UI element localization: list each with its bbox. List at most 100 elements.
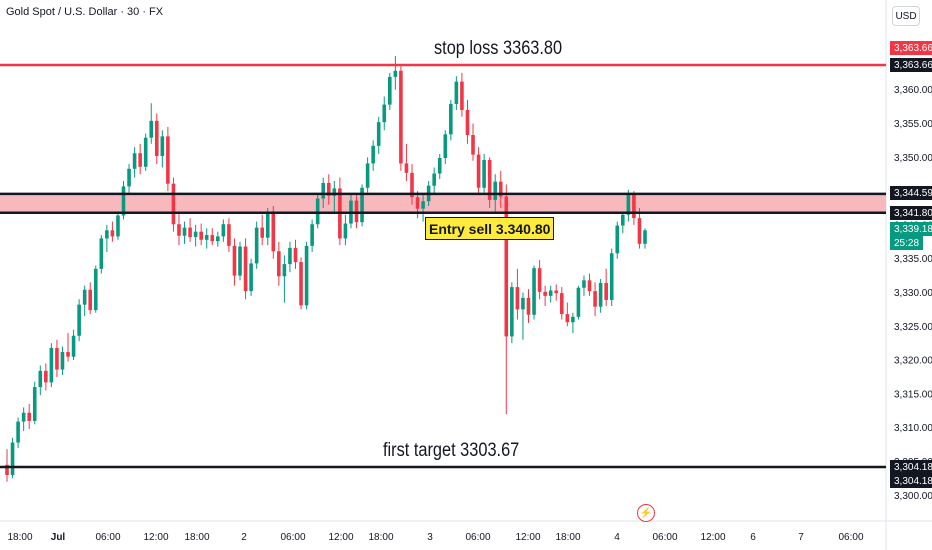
candle-body [537, 268, 542, 292]
x-tick-label: 12:00 [515, 532, 540, 543]
candle-body [321, 183, 326, 199]
symbol-title[interactable]: Gold Spot / U.S. Dollar · 30 · FX [6, 6, 164, 18]
candle-body [49, 347, 54, 383]
candle-body [598, 283, 603, 307]
candle-body [454, 81, 459, 104]
event-bolt-icon[interactable]: ⚡ [637, 504, 655, 522]
first-target-annotation[interactable]: first target 3303.67 [383, 440, 520, 461]
candle-body [16, 421, 20, 443]
candle-body [487, 160, 492, 200]
candle-body [182, 227, 187, 236]
x-tick-label: 06:00 [280, 532, 305, 543]
candle-body [21, 412, 26, 422]
candle-body [143, 137, 148, 167]
candle-body [110, 230, 115, 237]
x-tick-label: 6 [750, 532, 756, 543]
candle-body [615, 225, 620, 254]
candle-body [571, 316, 575, 323]
candle-body [10, 442, 15, 475]
x-tick-label: 06:00 [95, 532, 120, 543]
candle-body [399, 70, 403, 164]
candle-body [132, 153, 137, 169]
currency-button[interactable]: USD [892, 6, 920, 26]
candle-body [93, 268, 98, 311]
candle-body [382, 104, 387, 123]
candle-body [388, 76, 392, 105]
x-tick-label: Jul [51, 532, 66, 543]
stop-loss-annotation[interactable]: stop loss 3363.80 [434, 38, 563, 59]
candle-body [310, 224, 314, 246]
y-tick-label: 3,325.00 [894, 322, 932, 333]
price-tag: 3,339.18 [890, 222, 932, 236]
y-tick-label: 3,350.00 [894, 153, 932, 164]
y-tick-label: 3,360.00 [894, 85, 932, 96]
y-tick-label: 3,310.00 [894, 423, 932, 434]
candle-body [238, 246, 242, 276]
candle-body [443, 134, 448, 158]
x-tick-label: 06:00 [465, 532, 490, 543]
candle-body [166, 136, 170, 184]
x-tick-label: 06:00 [838, 532, 863, 543]
x-tick-label: 4 [614, 532, 620, 543]
candle-body [559, 293, 564, 315]
entry-annotation[interactable]: Entry sell 3.340.80 [425, 217, 555, 240]
candle-body [521, 297, 525, 310]
candle-body [5, 464, 9, 475]
candle-body [326, 183, 331, 196]
x-tick-label: 18:00 [7, 532, 32, 543]
candle-body [376, 122, 381, 146]
candle-body [465, 110, 470, 136]
candle-body [343, 223, 348, 239]
candle-body [288, 247, 292, 265]
candle-body [293, 247, 298, 263]
candle-body [249, 263, 253, 292]
candle-body [410, 172, 414, 198]
candle-body [204, 235, 209, 240]
x-tick-label: 12:00 [700, 532, 725, 543]
candle-body [498, 181, 503, 197]
y-tick-label: 3,335.00 [894, 254, 932, 265]
candle-body [587, 280, 592, 292]
candle-body [548, 290, 553, 296]
candle-body [449, 103, 453, 135]
candle-body [193, 231, 198, 238]
candle-body [71, 335, 76, 357]
candle-body [593, 291, 597, 307]
candle-body [626, 194, 631, 215]
candle-body [576, 287, 581, 317]
price-tag: 3,341.80 [890, 206, 932, 220]
candle-body [210, 235, 215, 242]
price-tag: 3,363.66 [890, 41, 932, 55]
candle-body [116, 215, 120, 237]
candle-body [510, 287, 514, 337]
candle-body [199, 231, 203, 240]
y-tick-label: 3,315.00 [894, 389, 932, 400]
candle-body [532, 268, 536, 315]
price-tag: 3,363.66 [890, 58, 932, 72]
candle-body [315, 198, 320, 225]
candle-body [471, 135, 475, 155]
candle-body [609, 253, 614, 300]
candle-body [604, 283, 608, 300]
x-tick-label: 2 [241, 532, 247, 543]
candle-body [221, 224, 226, 237]
candle-body [27, 412, 31, 421]
candle-body [404, 163, 409, 173]
price-tag: 3,304.18 [890, 474, 932, 488]
candle-body [415, 197, 420, 209]
candle-body [282, 264, 287, 277]
candle-body [254, 227, 259, 264]
candle-body [637, 218, 642, 244]
candle-body [632, 194, 636, 219]
x-tick-label: 06:00 [652, 532, 677, 543]
candle-body [304, 245, 309, 306]
candle-body [77, 304, 81, 336]
y-tick-label: 3,330.00 [894, 288, 932, 299]
candle-body [493, 181, 498, 200]
candle-body [154, 120, 159, 156]
candle-body [526, 297, 531, 315]
candle-body [188, 227, 192, 238]
candle-body [32, 387, 37, 421]
candle-body [393, 70, 398, 77]
